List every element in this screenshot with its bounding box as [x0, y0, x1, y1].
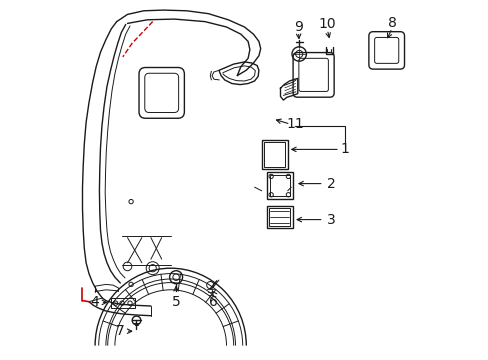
Text: 9: 9 [293, 20, 303, 34]
Bar [266, 172, 292, 199]
Text: 8: 8 [387, 17, 396, 30]
Bar [269, 208, 289, 226]
Bar [266, 206, 292, 228]
Bar [264, 142, 285, 167]
Text: 10: 10 [318, 18, 335, 31]
Bar [269, 175, 289, 196]
Text: 1: 1 [340, 143, 349, 156]
Text: 11: 11 [285, 117, 303, 131]
Text: 5: 5 [171, 296, 180, 309]
Bar [261, 140, 287, 169]
Text: 6: 6 [209, 296, 218, 309]
Text: 3: 3 [326, 213, 335, 226]
Bar [111, 298, 134, 308]
Text: 2: 2 [326, 177, 335, 190]
Text: 4: 4 [91, 296, 99, 309]
Text: 7: 7 [116, 324, 124, 338]
